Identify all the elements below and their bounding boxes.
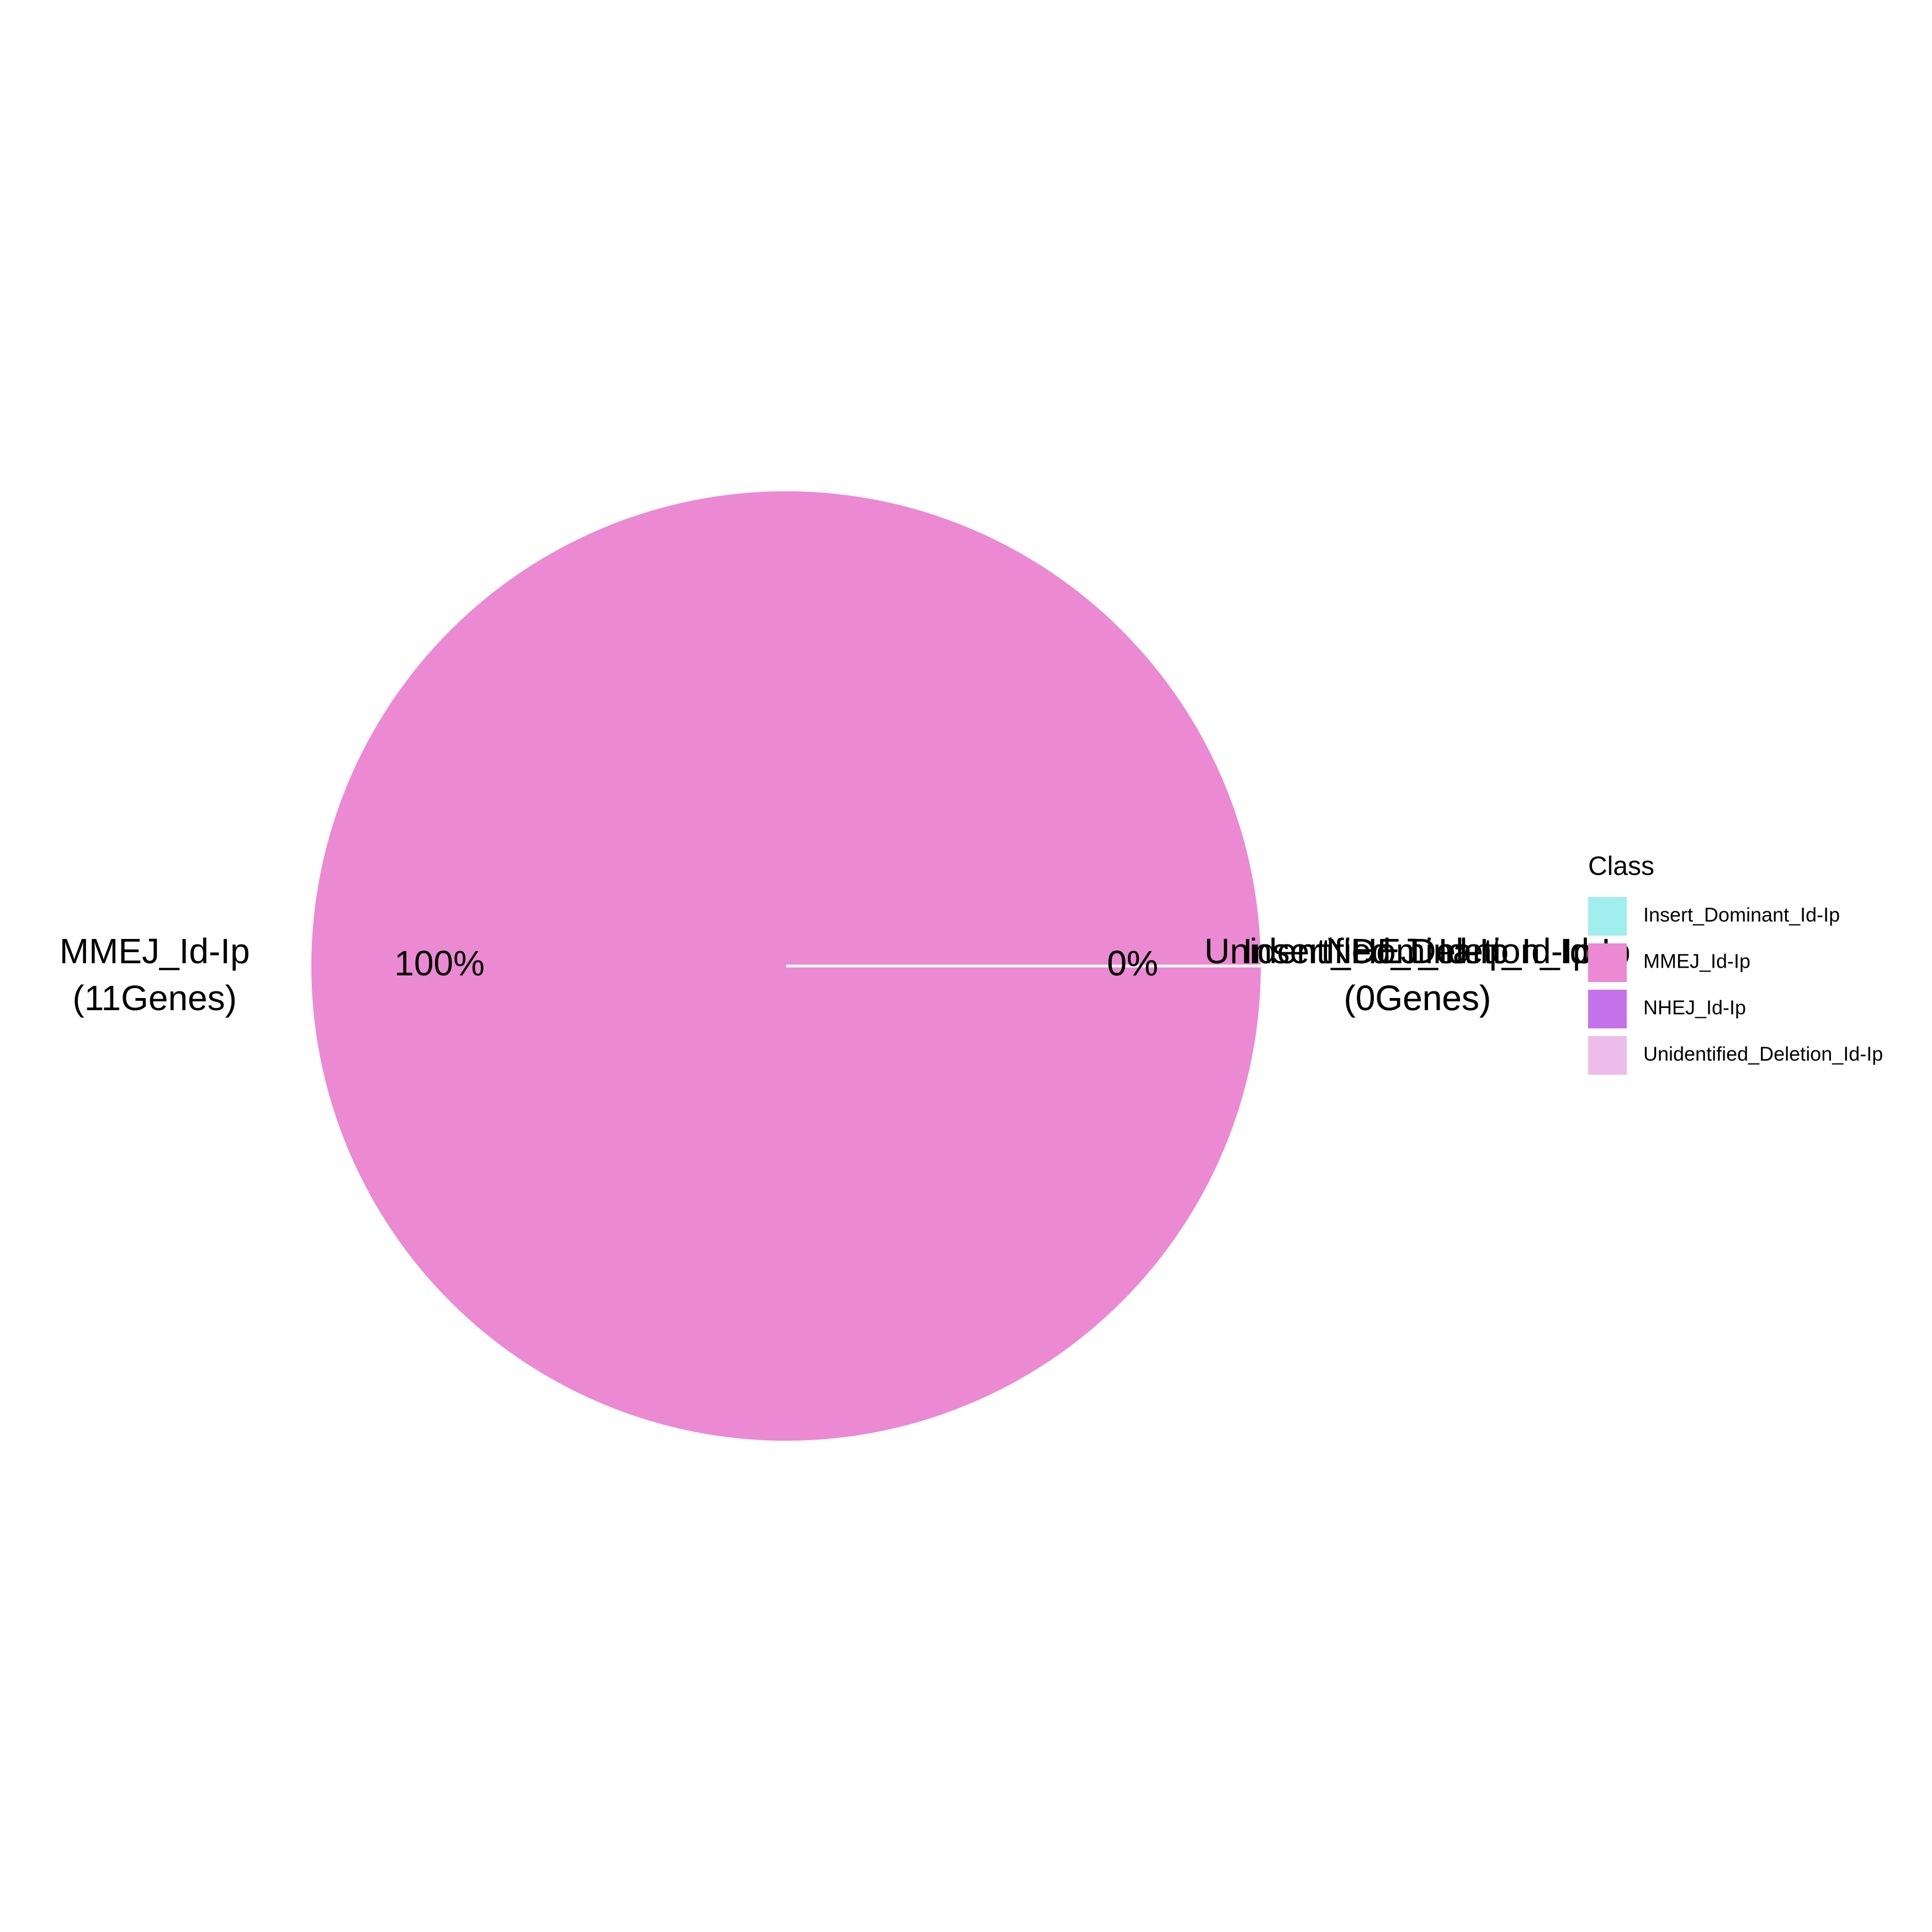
- legend-label-insert-dominant-id-ip: Insert_Dominant_Id-Ip: [1643, 904, 1840, 926]
- legend-title: Class: [1588, 852, 1654, 881]
- legend-key-unidentified-deletion-id-ip: [1588, 1036, 1627, 1075]
- count-label-mmej-id-ip: (11Genes): [72, 978, 237, 1018]
- legend-key-insert-dominant-id-ip: [1588, 897, 1627, 936]
- category-label-mmej-id-ip: MMEJ_Id-Ip: [60, 931, 250, 971]
- category-label-unidentified-deletion-id-ip: Unidentified_Deletion_Id-Ip: [1204, 931, 1631, 971]
- legend-label-nhej-id-ip: NHEJ_Id-Ip: [1643, 996, 1746, 1019]
- percent-label-mmej-id-ip: 100%: [394, 943, 485, 983]
- legend-key-nhej-id-ip: [1588, 990, 1627, 1028]
- percent-label-unidentified-deletion-id-ip: 0%: [1107, 943, 1159, 983]
- legend-label-mmej-id-ip: MMEJ_Id-Ip: [1643, 950, 1750, 973]
- legend-key-mmej-id-ip: [1588, 943, 1627, 982]
- count-label-unidentified-deletion-id-ip: (0Genes): [1344, 978, 1491, 1018]
- legend-label-unidentified-deletion-id-ip: Unidentified_Deletion_Id-Ip: [1643, 1043, 1883, 1065]
- legend: Class Insert_Dominant_Id-Ip MMEJ_Id-Ip NHE…: [1588, 852, 1883, 1075]
